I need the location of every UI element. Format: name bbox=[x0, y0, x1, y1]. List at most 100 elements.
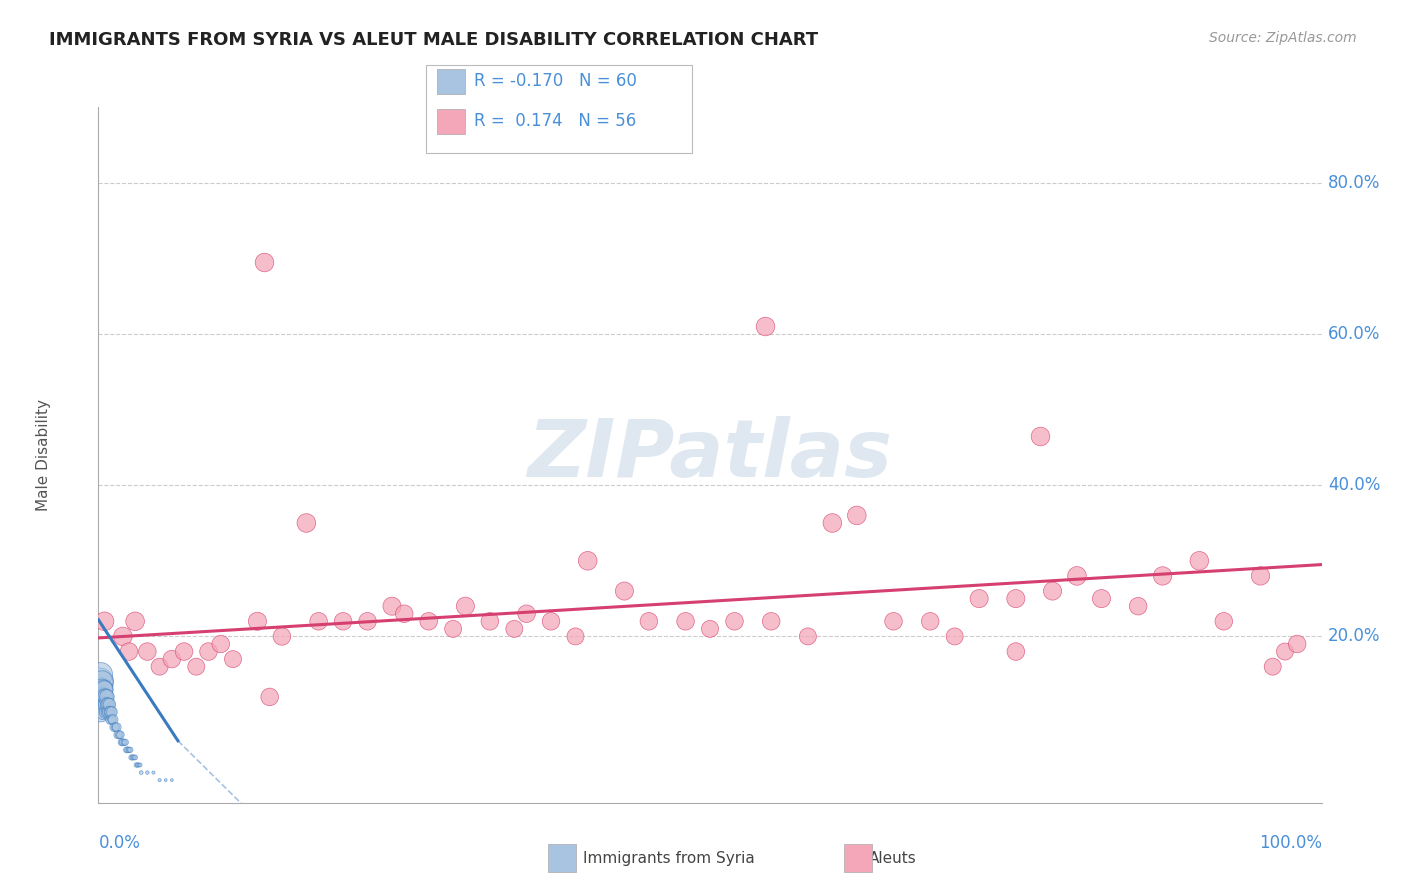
Point bbox=[115, 743, 138, 757]
Point bbox=[91, 690, 114, 704]
Point bbox=[332, 615, 354, 629]
Point bbox=[1090, 591, 1112, 606]
Point bbox=[98, 705, 121, 719]
Point bbox=[114, 735, 136, 749]
Text: 40.0%: 40.0% bbox=[1327, 476, 1381, 494]
Point bbox=[295, 516, 318, 530]
Point bbox=[943, 629, 966, 643]
Point bbox=[478, 615, 501, 629]
Point bbox=[142, 765, 165, 780]
Point bbox=[699, 622, 721, 636]
Point bbox=[107, 728, 129, 742]
Point bbox=[160, 773, 183, 788]
Point bbox=[797, 629, 820, 643]
Point bbox=[90, 690, 112, 704]
Point bbox=[160, 652, 183, 666]
Point bbox=[104, 720, 127, 734]
Point bbox=[96, 698, 118, 712]
Point bbox=[121, 750, 143, 764]
Point bbox=[540, 615, 562, 629]
Point bbox=[1042, 584, 1064, 599]
Point bbox=[127, 758, 149, 772]
Point bbox=[270, 629, 294, 643]
Point bbox=[91, 705, 114, 719]
Point bbox=[246, 615, 269, 629]
Point bbox=[515, 607, 537, 621]
Point bbox=[120, 743, 142, 757]
Point bbox=[93, 690, 115, 704]
Point bbox=[821, 516, 844, 530]
Point bbox=[1128, 599, 1150, 614]
Text: 20.0%: 20.0% bbox=[1327, 627, 1381, 646]
Point bbox=[112, 735, 135, 749]
Point bbox=[564, 629, 586, 643]
Point bbox=[1029, 429, 1052, 443]
Point bbox=[101, 713, 124, 727]
Point bbox=[149, 773, 172, 788]
Point bbox=[308, 615, 330, 629]
Point bbox=[124, 615, 146, 629]
Point bbox=[128, 758, 150, 772]
Point bbox=[101, 705, 124, 719]
Text: ZIPatlas: ZIPatlas bbox=[527, 416, 893, 494]
Point bbox=[94, 705, 117, 719]
Point bbox=[222, 652, 245, 666]
Point bbox=[392, 607, 416, 621]
Point bbox=[117, 743, 139, 757]
Point bbox=[503, 622, 526, 636]
Point bbox=[1274, 644, 1296, 658]
Text: Immigrants from Syria: Immigrants from Syria bbox=[583, 851, 755, 865]
Point bbox=[1188, 554, 1211, 568]
Point bbox=[1066, 569, 1088, 583]
Point bbox=[97, 705, 120, 719]
Text: 60.0%: 60.0% bbox=[1327, 325, 1381, 343]
Point bbox=[96, 705, 118, 719]
Point bbox=[883, 615, 905, 629]
Text: Source: ZipAtlas.com: Source: ZipAtlas.com bbox=[1209, 31, 1357, 45]
Point bbox=[637, 615, 661, 629]
Point bbox=[252, 255, 274, 269]
Point bbox=[98, 698, 121, 712]
Point bbox=[197, 644, 219, 658]
Point bbox=[103, 720, 125, 734]
Point bbox=[93, 682, 115, 697]
Point bbox=[576, 554, 599, 568]
Point bbox=[723, 615, 745, 629]
Point bbox=[418, 615, 440, 629]
Point bbox=[381, 599, 404, 614]
Point bbox=[91, 698, 114, 712]
Point bbox=[111, 735, 134, 749]
Point bbox=[118, 743, 141, 757]
Point bbox=[91, 674, 114, 689]
Point bbox=[1004, 591, 1026, 606]
Point bbox=[209, 637, 232, 651]
Point bbox=[111, 735, 134, 749]
Point bbox=[1286, 637, 1309, 651]
Point bbox=[89, 690, 111, 704]
Point bbox=[259, 690, 281, 704]
Text: 100.0%: 100.0% bbox=[1258, 834, 1322, 852]
Point bbox=[1212, 615, 1234, 629]
Point bbox=[356, 615, 378, 629]
Point bbox=[91, 682, 114, 697]
Point bbox=[108, 728, 131, 742]
Point bbox=[111, 629, 134, 643]
Point bbox=[124, 750, 146, 764]
Point bbox=[136, 765, 159, 780]
Point bbox=[122, 750, 145, 764]
Point bbox=[1261, 659, 1284, 673]
Point bbox=[441, 622, 464, 636]
Point bbox=[173, 644, 195, 658]
Point bbox=[129, 758, 152, 772]
Point bbox=[110, 728, 132, 742]
Point bbox=[1249, 569, 1271, 583]
Text: Aleuts: Aleuts bbox=[869, 851, 917, 865]
Point bbox=[90, 667, 112, 681]
Point bbox=[94, 690, 117, 704]
Point bbox=[845, 508, 868, 523]
Point bbox=[125, 758, 148, 772]
Point bbox=[93, 615, 115, 629]
Point bbox=[129, 765, 152, 780]
Point bbox=[90, 705, 112, 719]
Text: Male Disability: Male Disability bbox=[37, 399, 51, 511]
